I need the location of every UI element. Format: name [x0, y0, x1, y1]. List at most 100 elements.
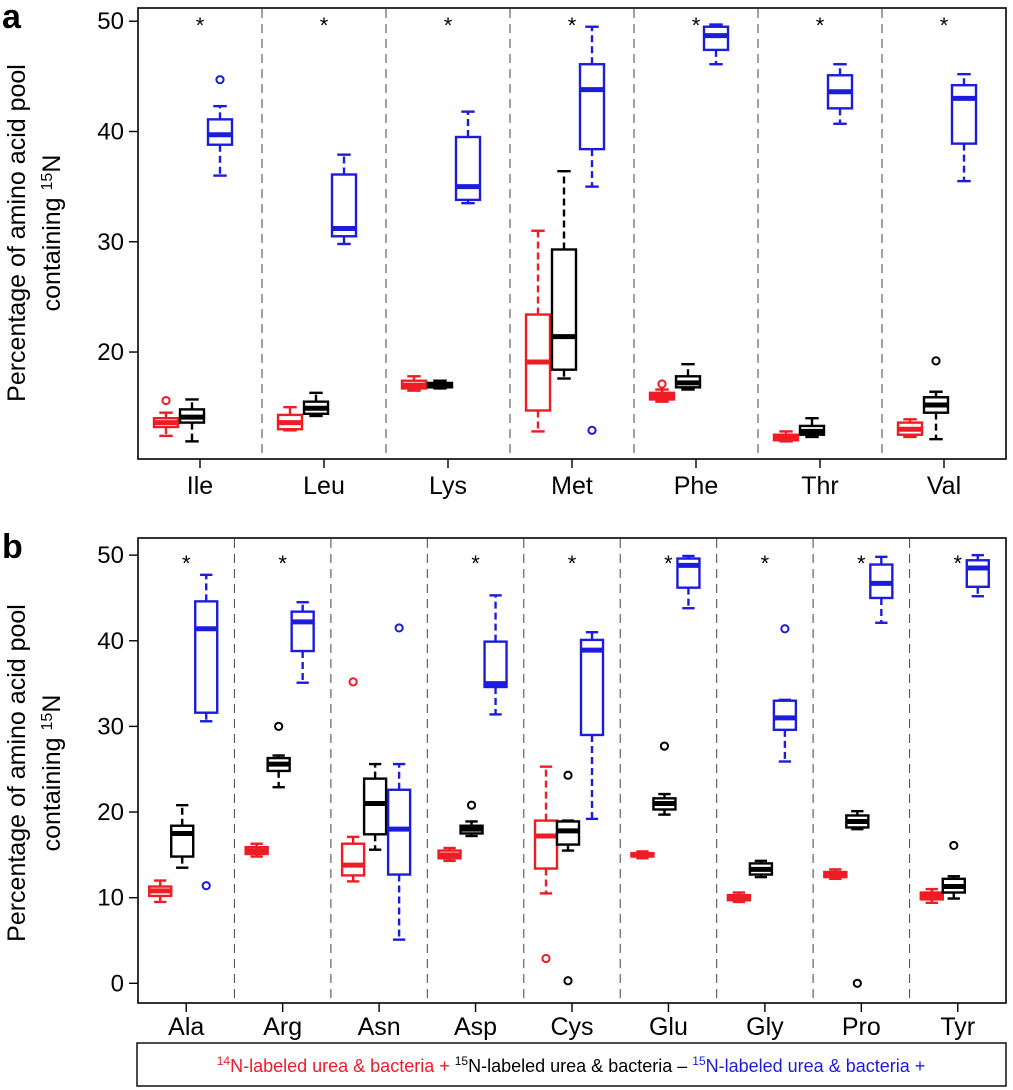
panel-b-y-tick-label-40: 40: [97, 628, 124, 655]
panel-b-asn-red-box: [340, 842, 366, 877]
panel-a-met-blue-box: [578, 63, 606, 151]
panel-b-y-tick-label-0: 0: [111, 970, 124, 997]
panel-b-asn-blue-outlier-0: [394, 623, 404, 633]
panel-b-pro-black-outlier-0: [852, 978, 862, 988]
panel-a-y-tick-label-40: 40: [97, 119, 124, 146]
panel-b-star-tyr: *: [953, 551, 962, 576]
panel-b-y-tick-label-20: 20: [97, 799, 124, 826]
panel-b-category-gly: Gly: [746, 1013, 784, 1041]
panel-b-category-pro: Pro: [842, 1013, 881, 1041]
legend-black-sup: 15: [455, 1054, 469, 1068]
panel-a-ylabel-sup: 15: [39, 173, 56, 191]
panel-b-star-asp: *: [471, 551, 480, 576]
panel-b: b Percentage of amino acid pool containi…: [2, 528, 1007, 1041]
panel-b-glu-black-outlier-0: [659, 741, 670, 751]
panel-a-val-black-outlier-0: [931, 356, 941, 366]
panel-a-ile-blue-box: [206, 118, 234, 146]
panel-b-y-tick-label-30: 30: [97, 713, 124, 740]
panel-b-cys-blue-box: [579, 638, 605, 737]
legend-blue-sup: 15: [692, 1054, 706, 1068]
panel-b-category-ala: Ala: [168, 1013, 204, 1041]
panel-b-category-tyr: Tyr: [940, 1013, 975, 1041]
panel-b-asn-red-outlier-0: [348, 677, 358, 687]
panel-b-cys-red-box: [533, 819, 559, 870]
panel-b-letter: b: [2, 528, 23, 566]
panel-a-y-tick-label-50: 50: [97, 8, 124, 35]
panel-b-cys-red-outlier-0: [541, 953, 551, 964]
panel-b-ala-blue-outlier-0: [201, 881, 211, 891]
panel-b-asn-black-box: [362, 777, 388, 836]
panel-a-category-leu: Leu: [303, 472, 345, 500]
panel-a-category-met: Met: [551, 472, 593, 500]
legend-red-sup: 14: [217, 1054, 231, 1068]
panel-a-ile-blue-outlier-0: [215, 75, 225, 85]
panel-b-arg-blue-box: [290, 610, 315, 653]
panel-b-tyr-black-outlier-0: [949, 840, 959, 851]
panel-a-content: Ile * Leu * Lys * Met * Phe * Thr * Val *: [152, 9, 978, 500]
panel-a-y-axis: 20 30 40 50: [97, 8, 138, 366]
panel-a-star-leu: *: [320, 13, 329, 38]
panel-b-gly-blue-outlier-0: [780, 624, 790, 634]
panel-b-cys-black-outlier-0: [563, 770, 573, 780]
panel-a-star-ile: *: [196, 13, 205, 38]
panel-b-category-arg: Arg: [263, 1013, 302, 1041]
panel-b-star-gly: *: [761, 551, 770, 576]
panel-a-leu-blue-box: [330, 173, 358, 238]
panel-a-category-val: Val: [927, 472, 961, 500]
panel-a-ylabel-suffix: N: [38, 155, 66, 173]
panel-a-met-black-box: [550, 248, 578, 371]
panel-b-ala-blue-box: [194, 600, 219, 714]
panel-b-gly-blue-box: [772, 699, 798, 732]
panel-b-ylabel-sup: 15: [39, 713, 56, 731]
panel-a-category-phe: Phe: [674, 472, 718, 500]
panel-b-star-pro: *: [857, 551, 866, 576]
panel-b-cys-black-outlier-1: [563, 976, 573, 986]
panel-a-ylabel-prefix: containing: [38, 190, 66, 311]
panel-a-category-thr: Thr: [801, 472, 839, 500]
panel-b-category-cys: Cys: [550, 1013, 593, 1041]
panel-b-asn-blue-box: [386, 788, 412, 876]
panel-b-y-tick-label-10: 10: [97, 885, 124, 912]
panel-a-phe-blue-box: [702, 25, 730, 52]
panel-a-plot-frame: [137, 7, 1007, 460]
panel-b-tyr-blue-box: [965, 559, 990, 589]
panel-a-met-blue-outlier-0: [587, 425, 597, 435]
panel-a-star-val: *: [940, 13, 949, 38]
panel-b-star-glu: *: [664, 551, 673, 576]
panel-b-ylabel-prefix: containing: [38, 730, 66, 851]
panel-a-category-ile: Ile: [187, 472, 213, 500]
panel-a: a Percentage of amino acid pool containi…: [2, 0, 1007, 500]
legend-frame: [136, 1042, 1007, 1087]
panel-a-ylabel-line1: Percentage of amino acid pool: [3, 64, 31, 402]
panel-b-arg-black-outlier-0: [274, 721, 284, 731]
panel-a-letter: a: [2, 0, 22, 36]
panel-a-ylabel-line2: containing 15N: [38, 155, 66, 312]
panel-b-asp-blue-box: [483, 640, 508, 689]
panel-b-category-asp: Asp: [454, 1013, 497, 1041]
panel-b-category-asn: Asn: [358, 1013, 401, 1041]
legend-red-label: N-labeled urea & bacteria +: [230, 1056, 450, 1076]
panel-a-val-blue-box: [950, 83, 978, 145]
panel-b-ylabel-line2: containing 15N: [38, 695, 66, 852]
panel-b-asp-black-outlier-0: [466, 800, 477, 810]
panel-b-content: Ala * Arg * Asn Asp * Cys * Glu * Gly * Pro * Tyr *: [148, 539, 990, 1041]
panel-b-y-tick-label-50: 50: [97, 542, 124, 569]
panel-b-star-arg: *: [278, 551, 287, 576]
panel-b-ylabel-line1: Percentage of amino acid pool: [3, 604, 31, 942]
panel-b-star-cys: *: [568, 551, 577, 576]
panel-a-star-thr: *: [816, 13, 825, 38]
legend-text: 14N-labeled urea & bacteria + 15N-labele…: [217, 1054, 926, 1076]
panel-a-ile-red-outlier-0: [161, 395, 171, 406]
legend-black-label: N-labeled urea & bacteria –: [468, 1056, 687, 1076]
panel-b-ala-black-box: [170, 824, 195, 858]
panel-b-star-ala: *: [182, 551, 191, 576]
panel-b-ylabel-suffix: N: [38, 695, 66, 713]
legend-blue-label: N-labeled urea & bacteria +: [706, 1056, 926, 1076]
panel-a-star-phe: *: [692, 13, 701, 38]
panel-a-star-met: *: [568, 13, 577, 38]
panel-b-y-axis: 0 10 20 30 40 50: [97, 542, 138, 997]
panel-a-phe-red-outlier-0: [657, 379, 667, 389]
panel-a-y-tick-label-20: 20: [97, 339, 124, 366]
panel-a-star-lys: *: [444, 13, 453, 38]
